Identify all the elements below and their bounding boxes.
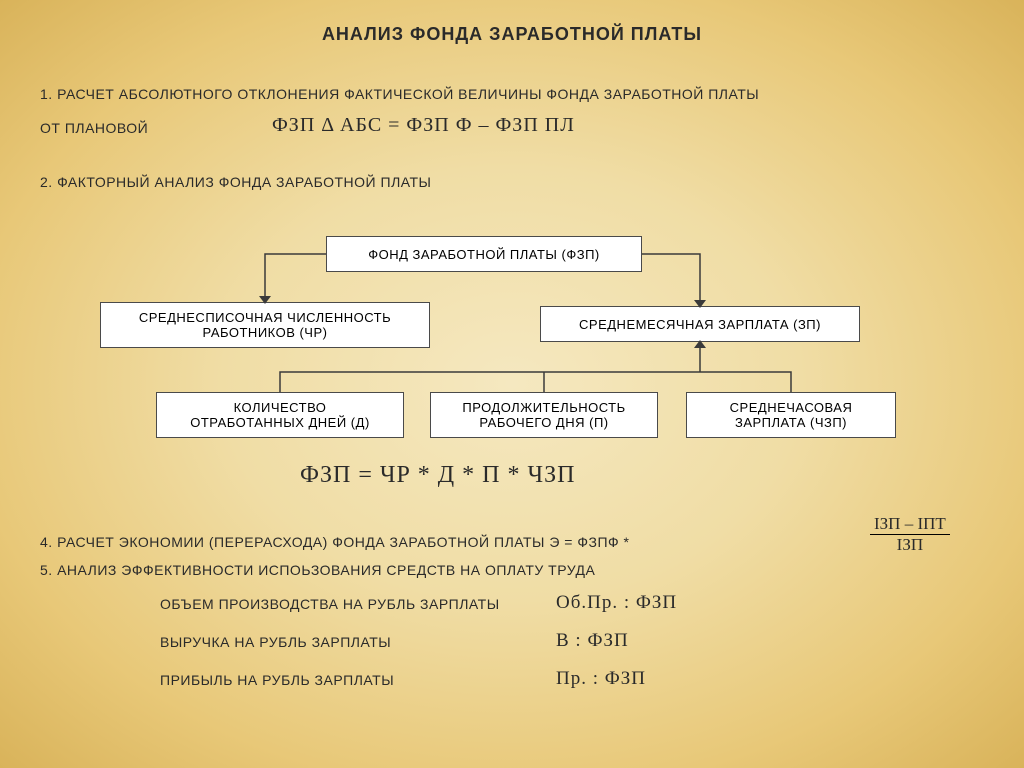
item4-fraction: IЗП – IПТ IЗП — [870, 514, 950, 555]
node-bot-left-label: КОЛИЧЕСТВО ОТРАБОТАННЫХ ДНЕЙ (Д) — [190, 400, 370, 430]
item5-sub3-formula: Пр. : ФЗП — [556, 668, 646, 690]
item1-formula: ФЗП Δ АБС = ФЗП Ф – ФЗП ПЛ — [272, 114, 575, 137]
node-bot-center: ПРОДОЛЖИТЕЛЬНОСТЬ РАБОЧЕГО ДНЯ (П) — [430, 392, 658, 438]
item5-line: 5. АНАЛИЗ ЭФФЕКТИВНОСТИ ИСПОЬЗОВАНИЯ СРЕ… — [40, 562, 595, 578]
item1-line2-prefix: ОТ ПЛАНОВОЙ — [40, 120, 148, 136]
item4-frac-num: IЗП – IПТ — [870, 514, 950, 535]
node-mid-right: СРЕДНЕМЕСЯЧНАЯ ЗАРПЛАТА (ЗП) — [540, 306, 860, 342]
item5-sub1-label: ОБЪЕМ ПРОИЗВОДСТВА НА РУБЛЬ ЗАРПЛАТЫ — [160, 596, 500, 612]
item5-sub1-formula: Об.Пр. : ФЗП — [556, 592, 677, 614]
node-top: ФОНД ЗАРАБОТНОЙ ПЛАТЫ (ФЗП) — [326, 236, 642, 272]
item1-line1: 1. РАСЧЕТ АБСОЛЮТНОГО ОТКЛОНЕНИЯ ФАКТИЧЕ… — [40, 86, 759, 102]
item5-sub3-label: ПРИБЫЛЬ НА РУБЛЬ ЗАРПЛАТЫ — [160, 672, 394, 688]
page-title: АНАЛИЗ ФОНДА ЗАРАБОТНОЙ ПЛАТЫ — [0, 24, 1024, 45]
node-mid-left-label: СРЕДНЕСПИСОЧНАЯ ЧИСЛЕННОСТЬ РАБОТНИКОВ (… — [139, 310, 391, 340]
item4-text: 4. РАСЧЕТ ЭКОНОМИИ (ПЕРЕРАСХОДА) ФОНДА З… — [40, 534, 630, 550]
item5-sub2-label: ВЫРУЧКА НА РУБЛЬ ЗАРПЛАТЫ — [160, 634, 391, 650]
item5-sub2-formula: В : ФЗП — [556, 630, 629, 652]
node-bot-center-label: ПРОДОЛЖИТЕЛЬНОСТЬ РАБОЧЕГО ДНЯ (П) — [462, 400, 625, 430]
item2-text: 2. ФАКТОРНЫЙ АНАЛИЗ ФОНДА ЗАРАБОТНОЙ ПЛА… — [40, 174, 431, 190]
node-bot-right: СРЕДНЕЧАСОВАЯ ЗАРПЛАТА (ЧЗП) — [686, 392, 896, 438]
node-mid-right-label: СРЕДНЕМЕСЯЧНАЯ ЗАРПЛАТА (ЗП) — [579, 317, 821, 332]
node-mid-left: СРЕДНЕСПИСОЧНАЯ ЧИСЛЕННОСТЬ РАБОТНИКОВ (… — [100, 302, 430, 348]
node-bot-right-label: СРЕДНЕЧАСОВАЯ ЗАРПЛАТА (ЧЗП) — [730, 400, 853, 430]
node-top-label: ФОНД ЗАРАБОТНОЙ ПЛАТЫ (ФЗП) — [368, 247, 600, 262]
item4-frac-den: IЗП — [870, 535, 950, 555]
node-bot-left: КОЛИЧЕСТВО ОТРАБОТАННЫХ ДНЕЙ (Д) — [156, 392, 404, 438]
main-formula: ФЗП = ЧР * Д * П * ЧЗП — [300, 462, 575, 489]
